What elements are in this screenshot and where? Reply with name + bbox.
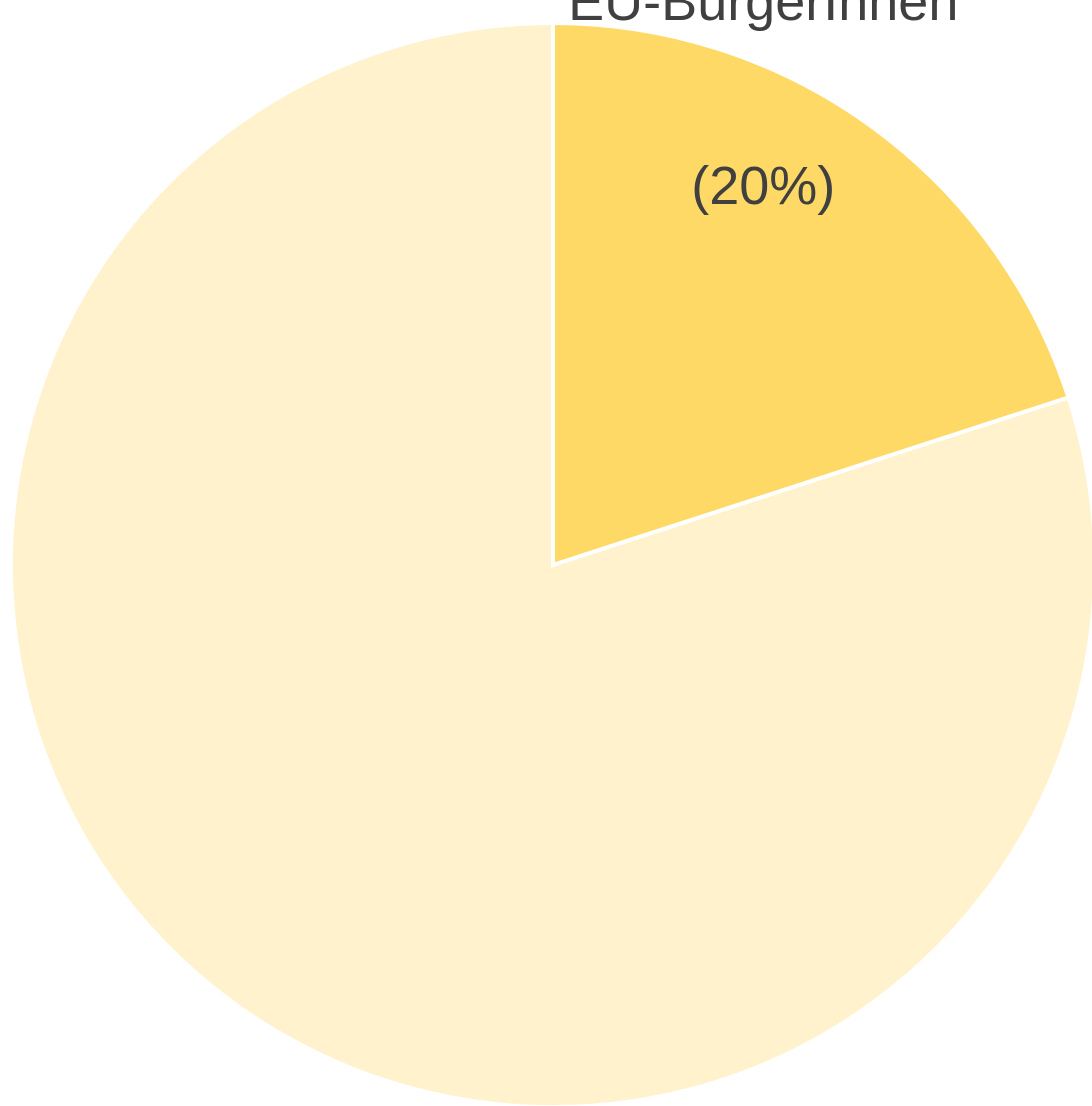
- slice-label: EU-BürgerInnen: [568, 0, 959, 32]
- pie-slice: [8, 20, 1092, 1106]
- pie-slice: [551, 20, 1071, 568]
- slice-value-label: (20%): [691, 155, 836, 216]
